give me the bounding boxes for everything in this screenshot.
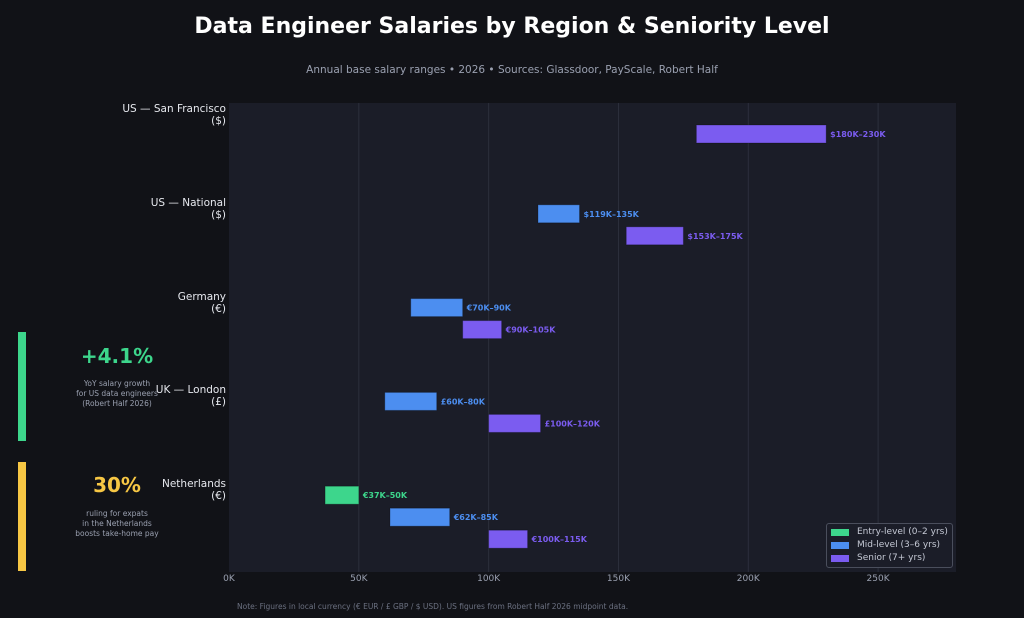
range-bar-senior [488,529,529,549]
x-tick-label: 0K [223,574,235,584]
callout-growth-value: +4.1% [80,344,154,368]
region-currency: ($) [211,208,226,221]
range-bar-senior [462,320,503,340]
range-bar-mid [384,391,438,411]
x-tick-label: 50K [350,574,368,584]
region-name: US — National [150,196,226,209]
range-data-label: $119K–135K [584,210,640,219]
legend-item-entry: Entry-level (0–2 yrs) [831,526,948,538]
range-bar-mid [389,507,451,527]
x-tick-label: 200K [736,574,760,584]
legend: Entry-level (0–2 yrs) Mid-level (3–6 yrs… [826,523,953,568]
range-data-label: $153K–175K [687,232,743,241]
region-name: US — San Francisco [122,103,226,115]
legend-label-entry: Entry-level (0–2 yrs) [857,527,948,537]
range-data-label: £60K–80K [441,397,486,406]
range-bar-senior [488,413,542,433]
region-label: UK — London (£) [156,384,226,408]
callout-expat-line-2: in the Netherlands [82,519,152,528]
range-bar-entry [324,485,360,505]
range-data-label: €62K–85K [453,513,499,522]
callout-growth-line-1: YoY salary growth [83,379,151,388]
range-data-label: £100K–120K [545,419,601,428]
region-label: US — San Francisco ($) [122,103,226,127]
legend-label-mid: Mid-level (3–6 yrs) [857,540,941,550]
legend-swatch-entry [831,528,849,536]
region-name: Netherlands [161,478,226,491]
callout-expat-line-1: ruling for expats [86,509,148,518]
callout-expat-line-3: boosts take-home pay [75,529,159,538]
callout-expat-accent-bar [18,462,26,571]
footnote: Note: Figures in local currency (€ EUR /… [237,602,629,611]
region-currency: (€) [211,302,226,315]
range-data-label: €100K–115K [531,535,588,544]
x-tick-label: 100K [477,574,501,584]
callout-growth-description: YoY salary growth for US data engineers … [62,379,172,409]
region-name: Germany [177,290,226,303]
region-currency: ($) [211,115,226,127]
callout-growth-line-2: for US data engineers [76,389,158,398]
region-name: UK — London [155,384,226,397]
range-bar-mid [537,204,581,224]
range-data-label: €37K–50K [362,491,408,500]
region-label: Germany (€) [178,291,226,315]
region-label: Netherlands (€) [162,478,226,502]
callout-expat-description: ruling for expats in the Netherlands boo… [62,509,172,539]
x-tick-label: 250K [866,574,890,584]
legend-item-mid: Mid-level (3–6 yrs) [831,539,940,551]
range-bar-senior [695,124,827,144]
range-data-label: €70K–90K [466,304,512,313]
chart-subtitle: Annual base salary ranges • 2026 • Sourc… [306,64,718,76]
callout-growth-accent-bar [18,332,26,441]
range-data-label: $180K–230K [830,130,886,139]
region-label: US — National ($) [151,197,226,221]
x-tick-label: 150K [606,574,630,584]
region-currency: (£) [211,396,226,409]
legend-label-senior: Senior (7+ yrs) [857,553,926,563]
region-currency: (€) [211,490,226,503]
legend-swatch-mid [831,541,849,549]
legend-item-senior: Senior (7+ yrs) [831,552,925,564]
range-bar-mid [410,298,464,318]
callout-expat-value: 30% [93,473,141,497]
callout-growth-line-3: (Robert Half 2026) [82,399,152,408]
range-bar-senior [625,226,684,246]
legend-swatch-senior [831,554,849,562]
chart-title: Data Engineer Salaries by Region & Senio… [194,14,830,39]
range-data-label: €90K–105K [505,326,557,335]
